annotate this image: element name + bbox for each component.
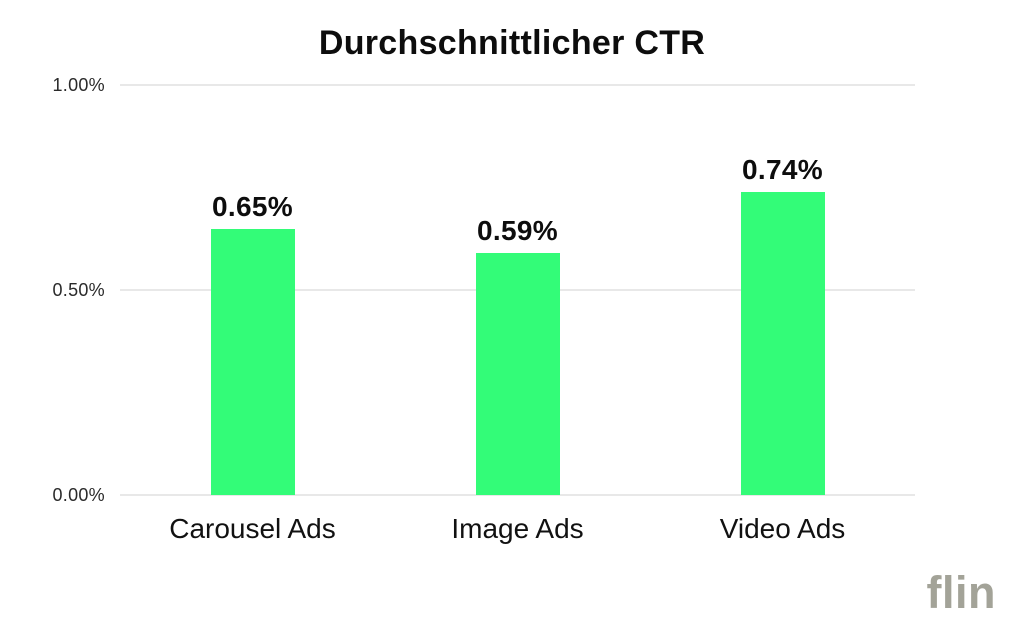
chart-title: Durchschnittlicher CTR bbox=[318, 24, 706, 62]
category-label-carousel-ads: Carousel Ads bbox=[169, 513, 336, 544]
value-label-video-ads: 0.74% bbox=[742, 153, 823, 185]
brand-logo: flin bbox=[926, 567, 996, 618]
bar-image-ads bbox=[475, 253, 560, 495]
y-tick-label: 0.50% bbox=[52, 280, 105, 300]
bar-video-ads bbox=[740, 191, 825, 495]
bar-carousel-ads bbox=[210, 228, 295, 495]
category-label-image-ads: Image Ads bbox=[451, 513, 584, 544]
y-tick-label: 0.00% bbox=[52, 485, 105, 505]
gridline bbox=[120, 494, 915, 496]
value-label-image-ads: 0.59% bbox=[477, 215, 558, 247]
gridline bbox=[120, 84, 915, 86]
category-label-video-ads: Video Ads bbox=[719, 513, 846, 544]
y-tick-label: 1.00% bbox=[52, 75, 105, 95]
value-label-carousel-ads: 0.65% bbox=[212, 190, 293, 222]
